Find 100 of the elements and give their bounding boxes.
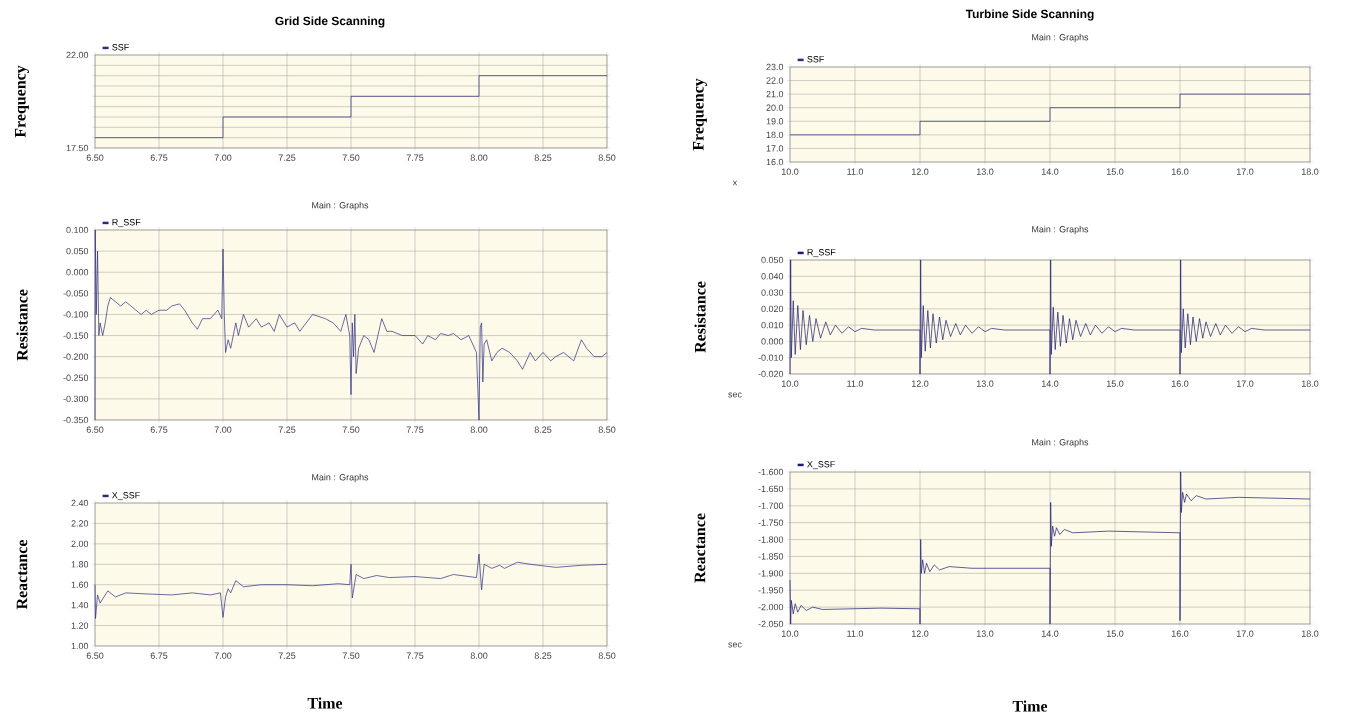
- y-tick-label: 2.00: [71, 540, 89, 548]
- x-tick-label: 7.75: [406, 426, 424, 433]
- y-tick-label: 17.50: [66, 144, 89, 152]
- text: x: [732, 180, 738, 186]
- x-tick-label: 10.0: [781, 380, 799, 387]
- y-axis-title: Resistance: [16, 289, 28, 361]
- y-tick-label: 0.030: [761, 289, 784, 296]
- legend-label: SSF: [112, 44, 129, 51]
- y-tick-label: 0.040: [761, 273, 784, 280]
- x-tick-label: 7.25: [278, 652, 296, 659]
- x-tick-label: 8.50: [598, 652, 616, 659]
- x-tick-label: 13.0: [976, 630, 994, 637]
- x-tick-label: 8.00: [470, 154, 488, 161]
- x-tick-label: 7.75: [406, 652, 424, 659]
- x-tick-label: 8.25: [534, 426, 552, 433]
- y-tick-label: -0.010: [758, 354, 784, 361]
- line-series: [94, 553, 608, 619]
- x-tick-label: 16.0: [1171, 380, 1189, 387]
- y-tick-label: 1.80: [71, 561, 89, 568]
- y-tick-label: 2.40: [71, 499, 89, 507]
- x-tick-label: 6.75: [150, 426, 168, 433]
- y-tick-label: 1.00: [71, 642, 89, 650]
- y-axis-title: Resistance: [694, 281, 706, 353]
- x-tick-label: 16.0: [1171, 630, 1189, 637]
- y-tick-label: -1.750: [758, 519, 784, 526]
- chart-title: Grid Side Scanning: [275, 16, 385, 28]
- chart-subtitle: Main : Graphs: [1032, 225, 1089, 235]
- y-axis-title: Reactance: [16, 539, 28, 610]
- x-tick-label: 14.0: [1041, 380, 1059, 387]
- y-tick-label: -1.850: [758, 553, 784, 560]
- x-tick-label: 6.50: [86, 652, 104, 659]
- y-tick-label: -2.050: [758, 620, 784, 628]
- y-tick-label: -1.700: [758, 502, 784, 509]
- x-tick-label: 7.50: [342, 426, 360, 433]
- legend-label: R_SSF: [807, 249, 836, 258]
- y-axis-title: Reactance: [694, 513, 706, 583]
- y-tick-label: 1.20: [71, 622, 89, 629]
- chart-subtitle: Main : Graphs: [1032, 33, 1089, 43]
- x-tick-label: 6.75: [150, 154, 168, 161]
- y-tick-label: -1.600: [758, 468, 784, 476]
- y-tick-label: 2.20: [71, 520, 89, 527]
- x-tick-label: 6.75: [150, 652, 168, 659]
- x-tick-label: 11.0: [847, 168, 864, 175]
- chart-subtitle: Main : Graphs: [1032, 438, 1089, 448]
- y-tick-label: -0.150: [63, 332, 89, 339]
- y-tick-label: -0.100: [63, 311, 89, 318]
- y-tick-label: -2.000: [758, 603, 784, 611]
- y-tick-label: -0.020: [758, 370, 784, 378]
- x-tick-label: 6.50: [86, 426, 104, 433]
- y-tick-label: -0.250: [63, 374, 89, 381]
- y-tick-label: 1.40: [71, 601, 89, 609]
- x-tick-label: 8.25: [534, 652, 552, 659]
- x-axis-title: Time: [1012, 700, 1048, 712]
- x-tick-label: 7.50: [342, 154, 360, 161]
- y-tick-label: 18.0: [766, 131, 784, 139]
- x-tick-label: 7.75: [406, 154, 424, 161]
- y-tick-label: 0.100: [66, 226, 89, 234]
- text: sec: [728, 392, 742, 398]
- x-tick-label: 7.00: [214, 154, 232, 161]
- y-tick-label: 23.0: [766, 63, 784, 71]
- legend-label: R_SSF: [112, 219, 141, 228]
- x-tick-label: 12.0: [911, 380, 929, 387]
- x-tick-label: 18.0: [1301, 168, 1319, 175]
- x-tick-label: 15.0: [1106, 630, 1124, 637]
- y-tick-label: 0.050: [66, 247, 89, 255]
- y-tick-label: -0.350: [63, 416, 89, 424]
- x-tick-label: 7.25: [278, 154, 296, 161]
- x-tick-label: 13.0: [976, 380, 994, 387]
- y-tick-label: 20.0: [766, 104, 784, 111]
- y-tick-label: -1.950: [758, 587, 784, 594]
- x-tick-label: 11.0: [847, 380, 864, 387]
- x-tick-label: 15.0: [1106, 168, 1124, 175]
- y-tick-label: 0.000: [761, 338, 784, 345]
- x-tick-label: 8.50: [598, 426, 616, 433]
- x-tick-label: 14.0: [1041, 630, 1059, 637]
- x-tick-label: 16.0: [1171, 168, 1189, 175]
- legend-label: X_SSF: [112, 492, 140, 501]
- y-tick-label: 22.0: [766, 77, 784, 84]
- x-tick-label: 8.00: [470, 652, 488, 659]
- y-tick-label: -0.300: [63, 395, 89, 403]
- x-tick-label: 17.0: [1236, 380, 1254, 387]
- x-tick-label: 17.0: [1236, 168, 1254, 175]
- x-tick-label: 11.0: [847, 630, 864, 637]
- x-tick-label: 14.0: [1041, 168, 1059, 175]
- x-tick-label: 6.50: [86, 154, 104, 161]
- y-tick-label: 0.010: [761, 321, 784, 329]
- x-tick-label: 18.0: [1301, 380, 1319, 387]
- x-tick-label: 12.0: [911, 630, 929, 637]
- y-tick-label: 0.020: [761, 305, 784, 313]
- x-tick-label: 10.0: [781, 168, 799, 175]
- x-tick-label: 12.0: [911, 168, 929, 175]
- y-tick-label: 19.0: [766, 118, 784, 125]
- y-tick-label: -1.900: [758, 570, 784, 577]
- text: sec: [728, 642, 742, 648]
- x-tick-label: 7.00: [214, 652, 232, 659]
- y-tick-label: 21.0: [766, 90, 784, 98]
- x-axis-title: Time: [307, 697, 343, 709]
- x-tick-label: 8.25: [534, 154, 552, 161]
- y-tick-label: 1.60: [71, 581, 89, 588]
- x-tick-label: 7.25: [278, 426, 296, 433]
